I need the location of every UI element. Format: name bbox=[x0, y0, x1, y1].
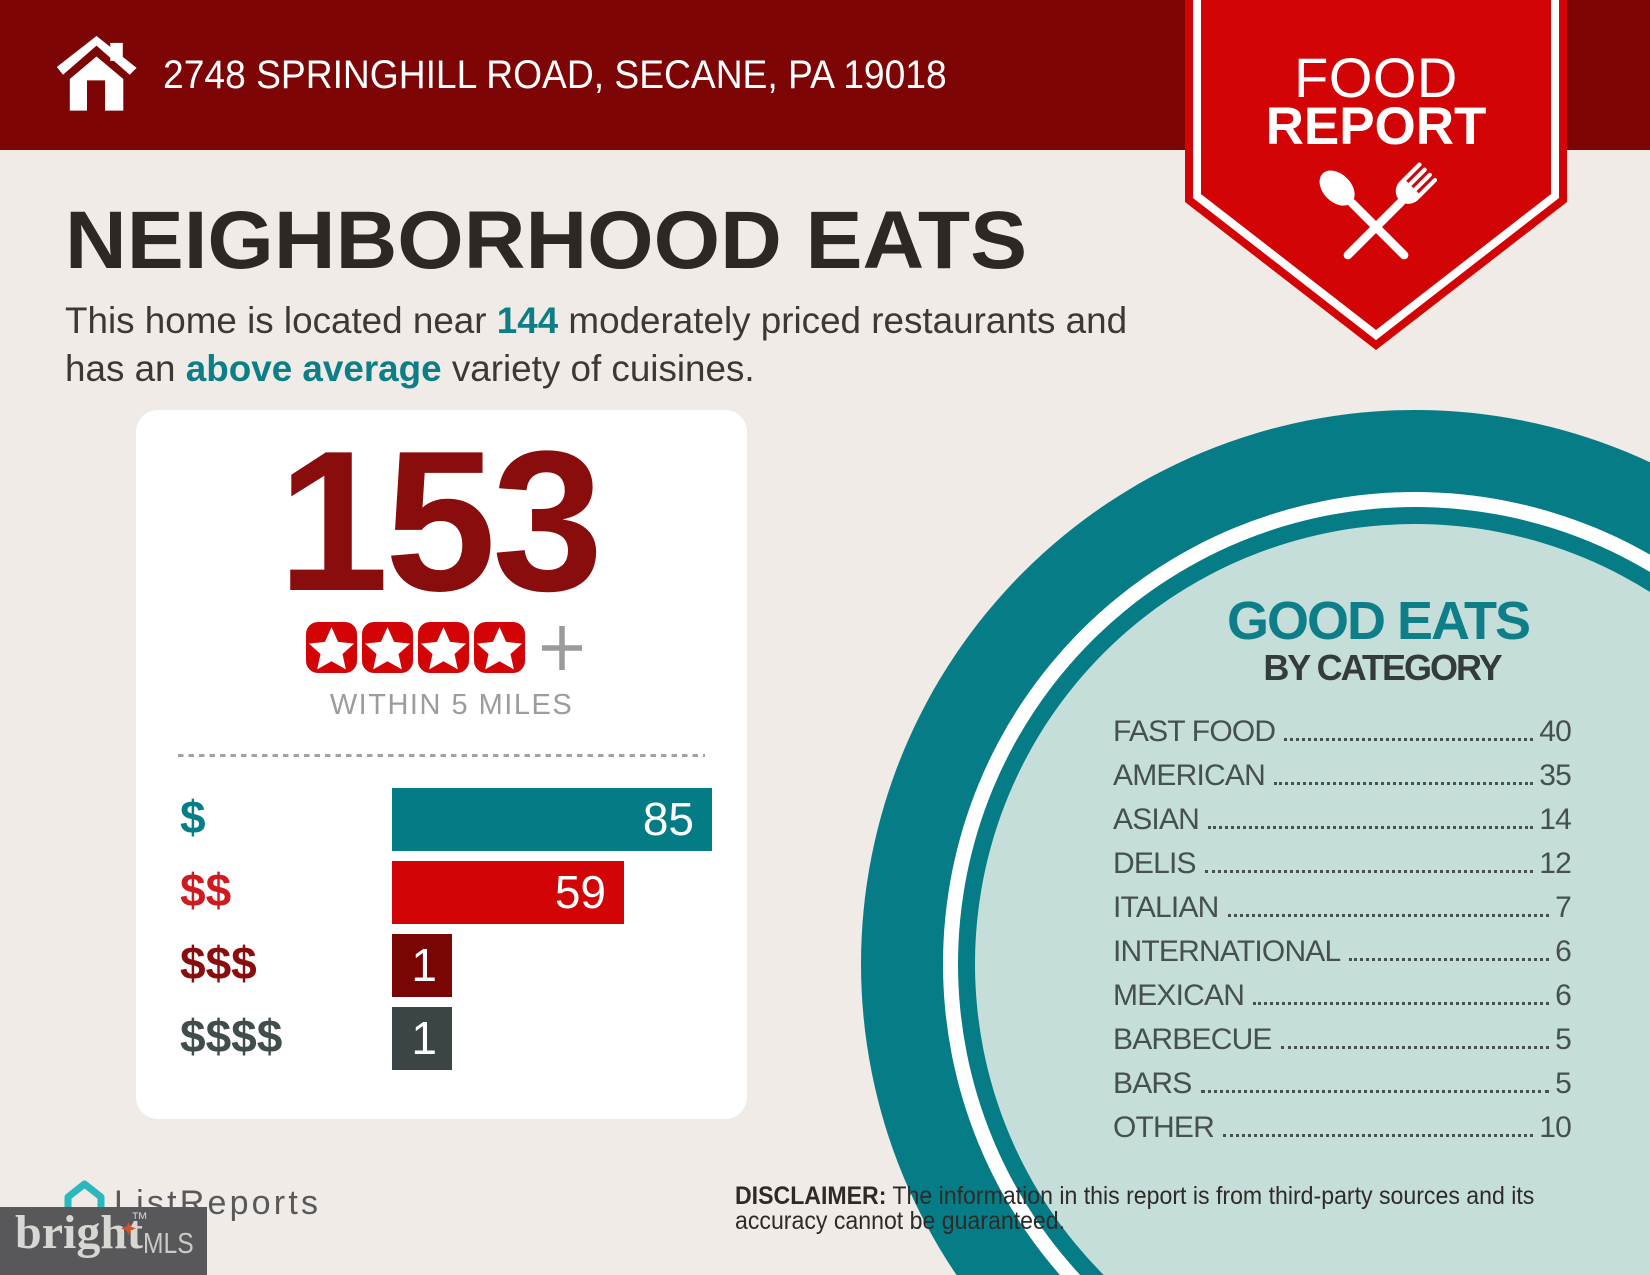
svg-text:FOOD: FOOD bbox=[1294, 46, 1458, 109]
svg-text:REPORT: REPORT bbox=[1266, 97, 1487, 156]
